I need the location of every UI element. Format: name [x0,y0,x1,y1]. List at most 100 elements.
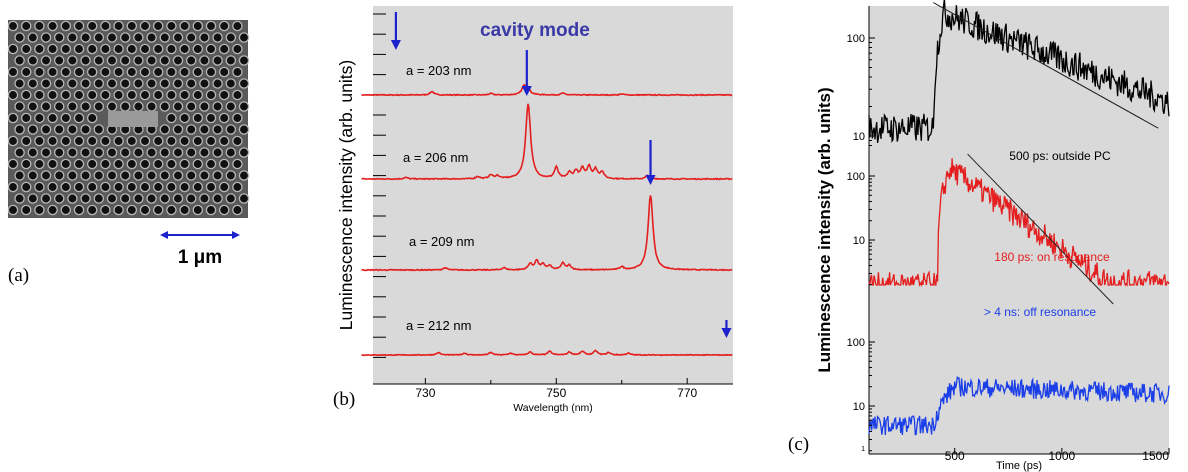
panel-b-y-label: Luminescence intensity (arb. units) [336,60,356,330]
sem-hole [80,193,91,204]
sem-hole [185,124,197,135]
sem-hole [93,124,105,135]
sem-hole [60,135,72,147]
sem-hole [139,158,151,170]
sem-hole [199,101,210,112]
sem-hole [47,89,58,101]
sem-hole [67,101,78,112]
sem-hole [185,101,197,112]
spectrum-trace [361,195,733,272]
sem-hole [185,147,197,158]
sem-hole [126,158,138,170]
cavity-defect [108,111,158,127]
sem-hole [205,66,217,78]
sem-hole [232,158,243,170]
sem-hole [205,43,217,55]
sem-hole [232,135,243,147]
sem-hole [212,124,223,135]
sem-hole [80,32,91,43]
panel-b-label: (b) [333,389,355,410]
sem-hole [212,55,223,66]
panel-b-plot-area [373,6,733,384]
panel-b-x-ticks: 730 750 770 [415,378,698,400]
sem-hole [152,66,164,78]
sem-hole [225,147,237,158]
sem-hole [218,181,230,193]
sem-hole [199,55,210,66]
sem-hole [225,78,237,89]
sem-hole [27,170,39,181]
sem-hole [100,181,111,193]
cavity-mode-annotation: cavity mode [480,20,590,41]
spectrum-trace [361,83,733,97]
sem-hole [185,78,197,89]
panel-c-x-tick-label: 1500 [1142,449,1169,463]
scale-bar-label: 1 μm [178,247,222,268]
sem-hole [40,147,52,158]
sem-hole [199,78,210,89]
sem-hole [133,78,144,89]
panel-b: 730 750 770 a = 203 nm a = 206 nm a = 209 nm… [333,6,733,414]
panel-c-x-tick-label: 1000 [1049,449,1076,463]
sem-hole [126,43,138,55]
panel-c: 10 100 10 100 10 100 1 500 1000 1500 500 ps: out… [788,0,1170,472]
sem-hole [93,101,105,112]
sem-hole [212,78,223,89]
sem-hole [34,181,45,193]
sem-hole [20,66,32,78]
sem-hole [152,43,164,55]
sem-hole [73,20,85,32]
sem-hole [238,124,250,135]
sem-hole [80,101,91,112]
sem-hole [238,170,250,181]
sem-hole [60,204,72,216]
sem-hole [139,181,151,193]
sem-hole [152,135,164,147]
mode-arrowhead [390,40,401,50]
sem-hole [172,147,184,158]
sem-hole [34,112,45,124]
sem-hole [166,66,177,78]
sem-hole [119,101,131,112]
sem-hole [14,32,25,43]
sem-hole [166,204,177,216]
sem-hole [93,55,105,66]
sem-hole [159,78,171,89]
sem-hole [205,204,217,216]
sem-hole [27,193,39,204]
scale-bar-left-arrowhead [160,231,168,239]
sem-hole [212,32,223,43]
sem-hole [34,135,45,147]
panel-c-y-label: Luminescence intensity (arb. units) [815,87,834,372]
sem-hole [218,158,230,170]
sem-hole [205,112,217,124]
sem-hole [225,124,237,135]
sem-hole [185,193,197,204]
sem-hole [7,112,19,124]
sem-hole [20,20,32,32]
sem-hole [166,181,177,193]
sem-hole [119,170,131,181]
sem-hole [185,55,197,66]
sem-hole [119,55,131,66]
sem-hole [152,158,164,170]
sem-hole [86,43,98,55]
sem-hole [232,20,243,32]
sem-hole [67,78,78,89]
sem-hole [133,101,144,112]
sem-hole [133,32,144,43]
sem-hole [93,170,105,181]
sem-hole [218,204,230,216]
sem-hole [67,147,78,158]
sem-hole [139,204,151,216]
sem-hole [119,193,131,204]
sem-hole [7,89,19,101]
sem-hole [67,193,78,204]
sem-hole [113,43,124,55]
sem-hole [192,158,204,170]
sem-hole [192,66,204,78]
sem-hole [152,204,164,216]
sem-hole [86,135,98,147]
sem-hole [146,101,157,112]
